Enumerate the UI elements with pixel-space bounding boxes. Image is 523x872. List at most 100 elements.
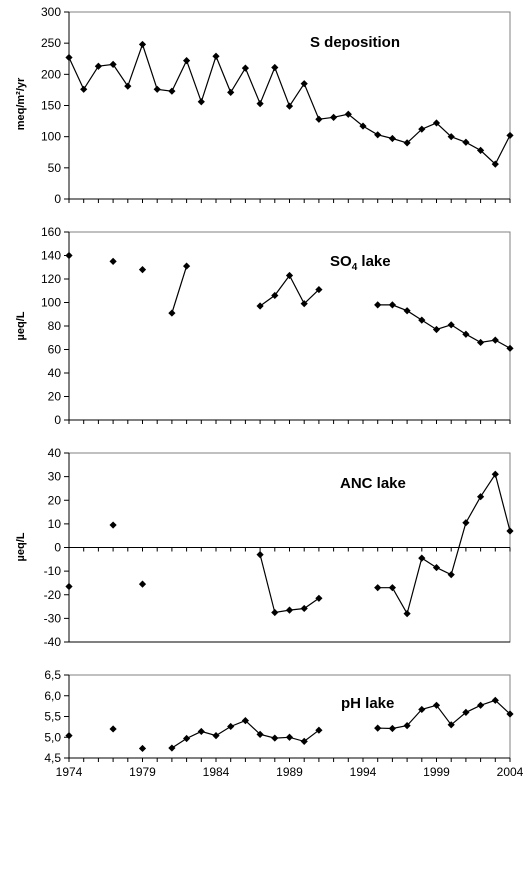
data-point: [300, 604, 308, 613]
data-point: [315, 115, 323, 123]
data-point: [359, 122, 367, 130]
data-point: [300, 80, 308, 88]
data-point: [506, 527, 514, 535]
y-tick-label: 160: [41, 225, 61, 239]
data-point: [432, 119, 441, 127]
data-point: [462, 519, 470, 527]
y-tick-label: 140: [41, 249, 61, 263]
y-tick-label: 30: [48, 470, 62, 484]
y-axis-label: µeq/L: [15, 532, 27, 561]
data-point: [477, 701, 485, 709]
data-point: [477, 146, 485, 154]
data-point: [271, 63, 279, 72]
data-point: [138, 266, 147, 274]
data-point: [506, 710, 514, 718]
data-point: [212, 52, 220, 60]
series-line: [259, 554, 320, 614]
data-point: [418, 705, 426, 714]
y-tick-label: 0: [54, 413, 61, 427]
data-point: [447, 133, 455, 141]
data-point: [418, 554, 426, 562]
panel-1: 0 50 100 150 200 250 300 meq/m²/yr S deposition: [15, 5, 514, 206]
series-line: [377, 472, 511, 616]
data-point: [183, 734, 191, 743]
data-point: [330, 113, 338, 121]
panel-title: ANC lake: [340, 475, 406, 492]
data-point: [315, 594, 323, 602]
data-point: [447, 571, 455, 579]
y-tick-label: 120: [41, 272, 61, 286]
panel-title: S deposition: [310, 34, 400, 51]
data-point: [285, 606, 294, 614]
data-point: [506, 344, 514, 352]
data-point: [403, 307, 411, 315]
data-point: [491, 160, 499, 168]
y-tick-label: 40: [48, 446, 62, 460]
y-tick-label: 6,0: [44, 689, 61, 703]
data-point: [138, 744, 147, 753]
data-point: [256, 100, 264, 108]
data-point: [403, 722, 411, 730]
data-point: [212, 731, 220, 740]
data-point: [271, 608, 279, 617]
data-point: [168, 744, 176, 752]
y-tick-label: -20: [44, 588, 62, 602]
data-point: [388, 134, 396, 143]
y-axis-label: µeq/L: [15, 311, 27, 340]
y-tick-label: 0: [54, 541, 61, 555]
y-tick-label: 20: [48, 493, 62, 507]
data-point: [65, 53, 73, 62]
data-point: [168, 87, 176, 95]
data-point: [477, 338, 485, 347]
data-point: [197, 98, 205, 106]
data-point: [491, 470, 499, 478]
data-point: [403, 139, 411, 147]
y-tick-label: 40: [48, 366, 62, 380]
data-point: [432, 325, 441, 334]
data-point: [124, 82, 132, 90]
panel-title: SO4 lake: [330, 253, 391, 273]
y-tick-label: 6,5: [44, 668, 61, 682]
data-point: [153, 85, 161, 93]
data-point: [344, 110, 352, 118]
plot-frame: [68, 674, 511, 759]
x-tick-label: 1974: [56, 765, 83, 779]
data-point: [315, 726, 323, 734]
data-point: [374, 131, 382, 139]
data-point: [197, 727, 205, 736]
data-point: [285, 102, 294, 110]
y-tick-label: 50: [48, 161, 62, 175]
data-point: [168, 309, 176, 317]
data-point: [183, 57, 191, 65]
y-tick-label: 150: [41, 99, 61, 113]
y-axis-label: meq/m²/yr: [15, 77, 27, 130]
y-tick-label: 250: [41, 36, 61, 50]
data-point: [183, 262, 191, 270]
data-point: [477, 493, 485, 501]
data-point: [271, 734, 279, 742]
y-tick-label: 60: [48, 343, 62, 357]
data-point: [418, 125, 426, 133]
data-point: [227, 88, 235, 97]
data-point: [462, 708, 470, 716]
y-tick-label: 100: [41, 130, 61, 144]
x-tick-label: 2004: [497, 765, 523, 779]
data-point: [109, 257, 117, 265]
data-point: [80, 85, 88, 93]
series-line: [171, 265, 188, 314]
data-point: [432, 563, 441, 572]
x-tick-label: 1994: [350, 765, 377, 779]
data-point: [109, 725, 117, 733]
data-point: [256, 302, 264, 310]
data-point: [65, 731, 73, 740]
data-point: [491, 336, 499, 344]
y-tick-label: -30: [44, 611, 62, 625]
data-point: [138, 580, 147, 588]
y-tick-label: 300: [41, 5, 61, 19]
y-tick-label: 20: [48, 390, 62, 404]
data-point: [256, 550, 264, 559]
y-tick-label: 200: [41, 67, 61, 81]
data-point: [403, 610, 411, 618]
y-tick-label: 100: [41, 296, 61, 310]
data-point: [300, 300, 308, 308]
